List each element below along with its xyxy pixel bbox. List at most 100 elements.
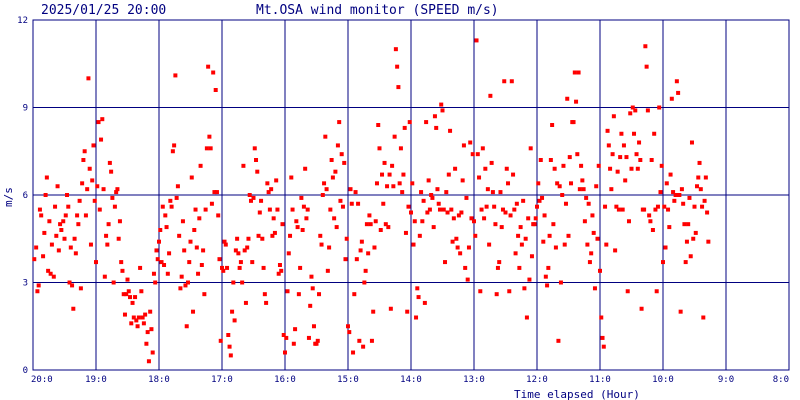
- data-point: [392, 134, 397, 139]
- data-point: [380, 172, 385, 177]
- data-point: [271, 216, 276, 221]
- data-point: [639, 306, 644, 311]
- data-point: [131, 315, 136, 320]
- data-point: [469, 216, 474, 221]
- data-point: [193, 207, 198, 212]
- data-point: [614, 204, 619, 209]
- data-point: [604, 242, 609, 247]
- data-point: [582, 219, 587, 224]
- data-point: [206, 64, 211, 69]
- data-point: [424, 120, 429, 125]
- data-point: [502, 79, 507, 84]
- data-point: [598, 268, 602, 273]
- data-point: [149, 327, 154, 332]
- data-point: [569, 181, 574, 186]
- data-point: [470, 152, 475, 157]
- data-point: [672, 198, 677, 203]
- data-point: [188, 239, 193, 244]
- data-point: [85, 187, 90, 192]
- data-point: [537, 198, 542, 203]
- data-point: [124, 292, 129, 297]
- data-point: [562, 242, 567, 247]
- data-point: [671, 190, 676, 195]
- data-point: [298, 265, 303, 270]
- data-point: [456, 213, 461, 218]
- data-point: [122, 312, 127, 317]
- data-point: [363, 268, 368, 273]
- data-point: [624, 155, 629, 160]
- data-point: [46, 268, 51, 273]
- data-point: [393, 47, 398, 52]
- data-point: [645, 108, 650, 113]
- data-point: [489, 160, 494, 165]
- data-point: [511, 172, 516, 177]
- data-point: [574, 99, 579, 104]
- data-point: [663, 245, 668, 250]
- data-point: [695, 184, 700, 189]
- data-point: [581, 187, 586, 192]
- data-point: [400, 190, 405, 195]
- data-point: [189, 175, 194, 180]
- data-point: [546, 265, 551, 270]
- data-point: [299, 195, 304, 200]
- data-point: [129, 321, 134, 326]
- data-point: [337, 120, 342, 125]
- data-point: [702, 198, 707, 203]
- data-point: [158, 228, 163, 232]
- data-point: [80, 181, 85, 186]
- x-tick-label: 12:0: [526, 375, 548, 385]
- data-point: [566, 233, 571, 238]
- data-point: [669, 96, 674, 101]
- data-point: [445, 210, 450, 215]
- data-point: [141, 321, 146, 326]
- data-point: [252, 146, 257, 151]
- data-point: [601, 344, 606, 349]
- data-point: [529, 254, 534, 259]
- data-point: [661, 260, 665, 265]
- x-tick-label: 13:0: [463, 375, 485, 385]
- data-point: [296, 292, 301, 297]
- data-point: [139, 289, 144, 294]
- data-point: [192, 228, 197, 232]
- data-point: [172, 143, 177, 148]
- data-point: [178, 286, 183, 291]
- data-point: [668, 172, 673, 177]
- data-point: [493, 222, 498, 227]
- data-point: [343, 257, 348, 262]
- data-point: [547, 233, 552, 238]
- data-point: [92, 198, 97, 203]
- data-point: [385, 184, 390, 189]
- data-point: [163, 213, 168, 218]
- data-point: [410, 181, 415, 186]
- data-point: [105, 242, 110, 247]
- data-point: [373, 219, 378, 224]
- data-point: [553, 245, 558, 250]
- data-point: [523, 236, 528, 241]
- data-point: [673, 193, 678, 197]
- data-point: [66, 204, 71, 209]
- data-point: [512, 207, 517, 212]
- data-point: [221, 268, 226, 273]
- data-point: [396, 85, 401, 90]
- data-point: [657, 105, 662, 110]
- data-point: [254, 158, 259, 162]
- data-point: [318, 233, 323, 238]
- data-point: [267, 207, 272, 212]
- data-point: [504, 166, 509, 171]
- data-point: [208, 146, 213, 151]
- data-point: [589, 251, 594, 256]
- data-point: [184, 324, 189, 329]
- data-point: [571, 120, 576, 125]
- data-point: [703, 175, 708, 180]
- data-point: [126, 289, 131, 294]
- data-point: [548, 158, 553, 162]
- data-point: [44, 175, 49, 180]
- data-point: [557, 184, 562, 189]
- data-point: [116, 236, 121, 241]
- data-point: [474, 38, 479, 43]
- data-point: [426, 178, 431, 183]
- data-point: [43, 193, 48, 197]
- data-point: [203, 207, 208, 212]
- data-point: [376, 123, 381, 127]
- data-point: [240, 280, 245, 285]
